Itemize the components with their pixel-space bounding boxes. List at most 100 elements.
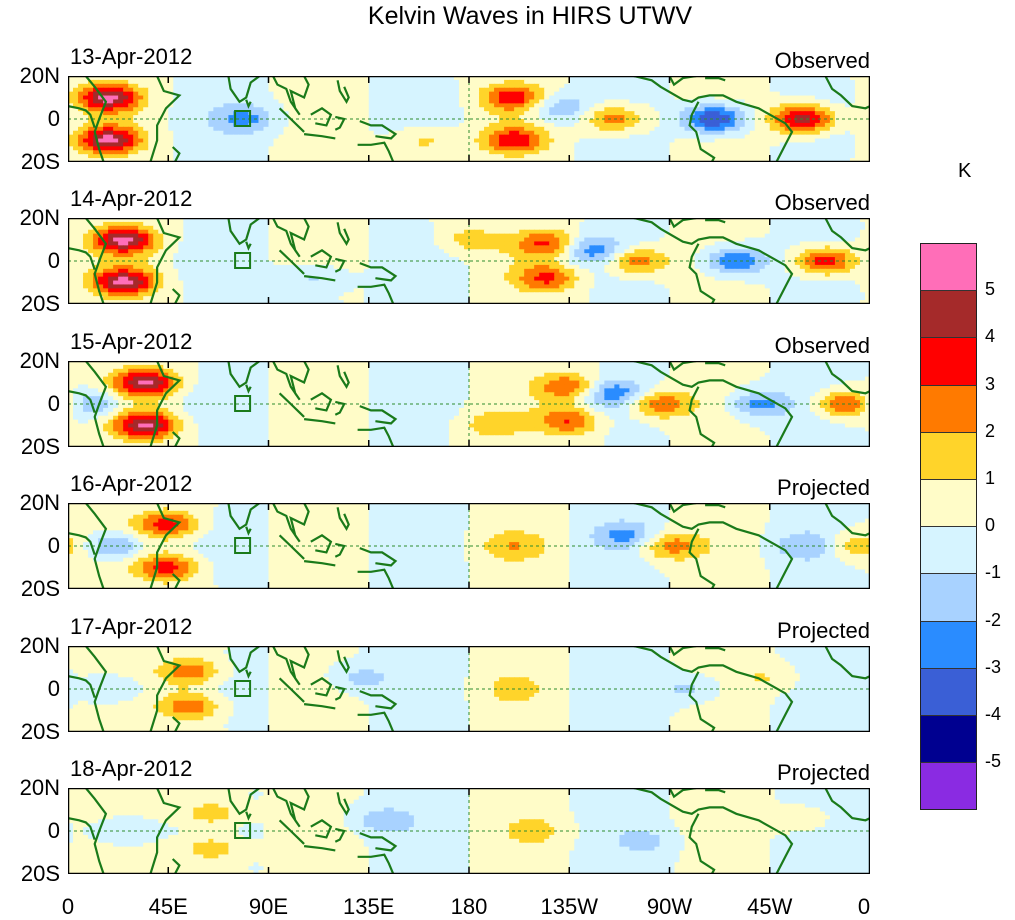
contour-cell [769,111,776,116]
contour-cell [163,154,169,159]
contour-cell [118,241,124,246]
contour-cell [293,229,300,235]
contour-cell [108,142,114,147]
contour-cell [629,142,636,147]
contour-cell [113,229,119,235]
contour-cell [418,218,425,223]
contour-cell [639,99,646,104]
contour-cell [544,233,550,239]
contour-cell [554,237,560,243]
contour-cell [213,122,219,128]
contour-cell [453,76,460,81]
contour-cell [118,91,124,97]
contour-cell [138,233,144,239]
contour-cell [744,225,751,231]
contour-cell [458,218,465,223]
contour-cell [749,119,756,124]
contour-cell [158,229,164,235]
contour-cell [839,218,846,223]
contour-cell [539,91,545,97]
contour-cell [98,87,104,93]
contour-cell [774,83,781,89]
contour-cell [73,237,79,243]
contour-cell [694,158,701,162]
contour-cell [504,245,510,250]
contour-cell [679,119,686,124]
contour-cell [499,138,505,144]
contour-cell [333,233,340,239]
contour-cell [433,99,440,104]
contour-cell [288,115,295,120]
contour-cell [669,99,676,104]
contour-cell [158,130,164,136]
contour-cell [774,134,781,140]
contour-cell [323,138,330,144]
contour-cell [398,225,405,231]
contour-cell [694,115,701,120]
contour-cell [569,87,575,93]
contour-cell [203,146,209,151]
contour-cell [719,150,726,155]
contour-cell [183,91,189,97]
contour-cell [448,95,455,101]
contour-cell [814,146,821,151]
contour-cell [393,233,400,239]
contour-cell [333,249,340,254]
contour-cell [123,99,129,104]
contour-cell [554,115,560,120]
contour-cell [298,91,305,97]
contour-cell [659,249,666,254]
contour-cell [408,241,415,246]
contour-cell [108,150,114,155]
contour-cell [859,95,866,101]
contour-cell [293,150,300,155]
contour-cell [328,229,335,235]
contour-cell [479,229,485,235]
contour-cell [654,138,661,144]
contour-cell [433,150,440,155]
contour-cell [158,99,164,104]
contour-cell [103,158,109,162]
contour-cell [358,154,365,159]
contour-cell [724,146,731,151]
contour-cell [323,218,330,223]
contour-cell [128,134,134,140]
contour-cell [338,229,345,235]
contour-cell [88,245,94,250]
contour-cell [83,241,89,246]
contour-cell [113,146,119,151]
contour-cell [804,103,811,108]
contour-cell [118,99,124,104]
contour-cell [318,83,325,89]
contour-cell [814,79,821,85]
contour-cell [719,99,726,104]
contour-cell [333,138,340,144]
contour-cell [744,126,751,132]
contour-cell [383,130,390,136]
contour-cell [183,83,189,89]
contour-cell [609,142,615,147]
contour-cell [443,130,450,136]
contour-cell [819,107,826,112]
contour-cell [308,233,315,239]
contour-cell [453,154,460,159]
contour-cell [128,142,134,147]
contour-cell [669,237,676,243]
contour-cell [353,79,360,85]
contour-cell [524,233,530,239]
contour-cell [323,225,330,231]
contour-cell [203,91,209,97]
contour-cell [223,134,229,140]
contour-cell [659,150,666,155]
contour-cell [108,221,114,227]
contour-cell [484,218,490,223]
contour-cell [474,158,480,162]
contour-cell [118,142,124,147]
contour-cell [223,111,229,116]
contour-cell [238,233,245,239]
contour-cell [453,158,460,162]
contour-cell [594,122,600,128]
contour-cell [358,126,365,132]
contour-cell [849,107,856,112]
contour-cell [253,221,260,227]
